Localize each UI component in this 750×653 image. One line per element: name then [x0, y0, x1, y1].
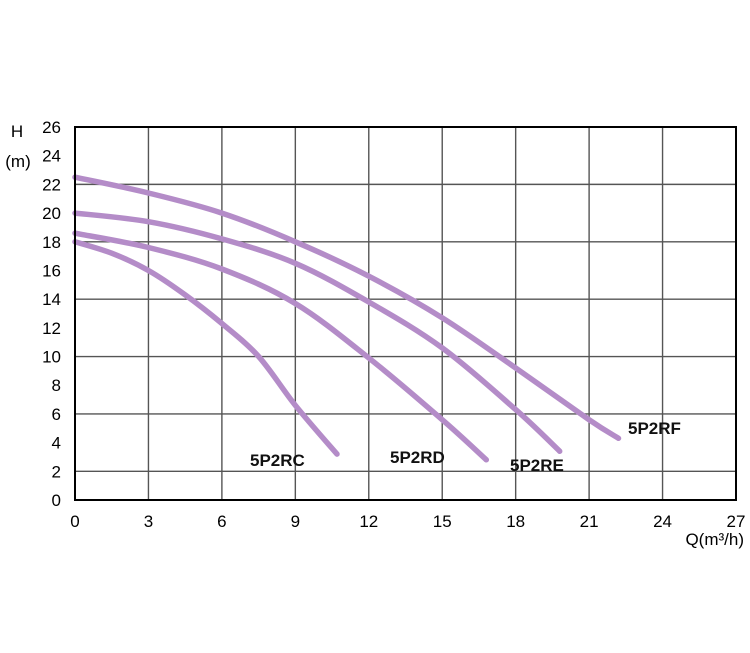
y-axis-title: H	[11, 122, 23, 141]
y-tick-label: 12	[42, 319, 61, 338]
x-tick-label: 6	[217, 512, 226, 531]
y-tick-label: 18	[42, 233, 61, 252]
y-tick-label: 22	[42, 175, 61, 194]
x-tick-label: 21	[580, 512, 599, 531]
y-tick-label: 24	[42, 147, 61, 166]
x-tick-label: 0	[70, 512, 79, 531]
x-axis-title: Q(m³/h)	[685, 530, 744, 549]
series-label-5p2rf: 5P2RF	[628, 419, 681, 438]
y-tick-label: 14	[42, 290, 61, 309]
y-tick-label: 16	[42, 261, 61, 280]
series-line-5p2rc	[72, 239, 340, 457]
x-tick-label: 18	[506, 512, 525, 531]
series-labels: 5P2RC 5P2RD 5P2RE 5P2RF	[250, 419, 681, 475]
series-line-5p2re	[72, 210, 563, 454]
y-tick-label: 4	[52, 434, 61, 453]
plot-frame	[74, 126, 737, 501]
y-tick-label: 10	[42, 348, 61, 367]
x-tick-label: 27	[727, 512, 746, 531]
x-tick-label: 15	[433, 512, 452, 531]
series-label-5p2re: 5P2RE	[510, 456, 564, 475]
x-tick-label: 3	[144, 512, 153, 531]
x-tick-label: 24	[653, 512, 672, 531]
curves	[72, 174, 622, 463]
series-label-5p2rd: 5P2RD	[390, 448, 445, 467]
x-tick-labels: 0 3 6 9 12 15 18 21 24 27	[70, 512, 745, 531]
x-tick-label: 9	[291, 512, 300, 531]
y-tick-label: 8	[52, 376, 61, 395]
series-line-5p2rd	[72, 230, 490, 463]
y-tick-label: 0	[52, 491, 61, 510]
series-line-5p2rf	[72, 174, 622, 442]
grid	[74, 126, 737, 501]
y-tick-label: 26	[42, 118, 61, 137]
x-tick-label: 12	[359, 512, 378, 531]
series-label-5p2rc: 5P2RC	[250, 451, 305, 470]
y-tick-label: 6	[52, 405, 61, 424]
y-axis-unit: (m)	[5, 152, 30, 171]
y-tick-label: 20	[42, 204, 61, 223]
y-tick-label: 2	[52, 462, 61, 481]
